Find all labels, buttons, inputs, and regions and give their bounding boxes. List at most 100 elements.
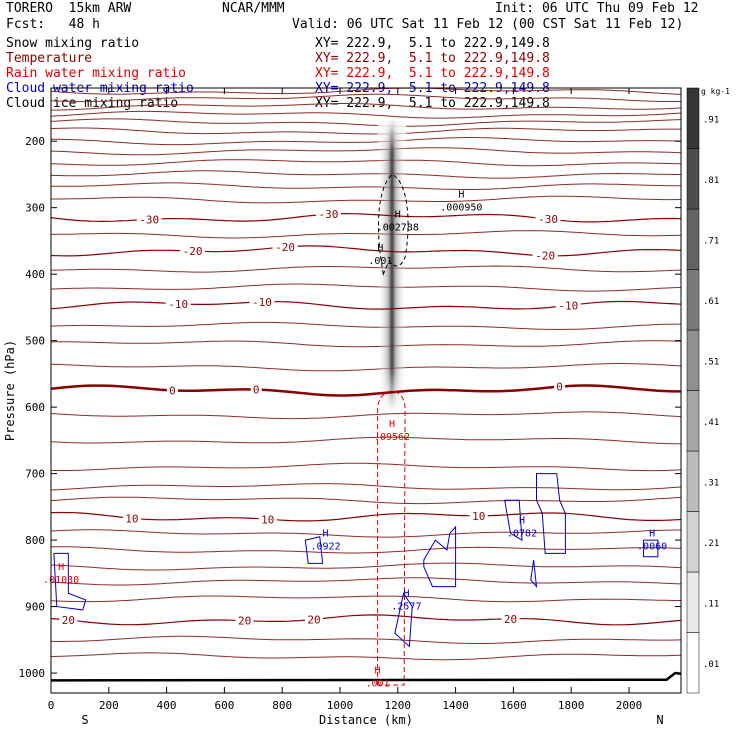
contour-label-bg <box>235 614 254 627</box>
x-tick-label: 800 <box>272 699 292 712</box>
colorbar-swatch <box>686 571 700 633</box>
contour-label-bg <box>166 384 178 397</box>
colorbar-swatch <box>686 269 700 331</box>
institution-label: NCAR/MMM <box>222 1 285 16</box>
rain-water-contour <box>377 390 406 686</box>
cloud-water-contour <box>504 499 523 541</box>
isotherm-line <box>51 283 681 292</box>
contour-label-bg <box>554 380 566 393</box>
contour-label-bg <box>249 295 275 308</box>
temperature-contour-label: 10 <box>261 513 274 526</box>
colorbar-label: .11 <box>703 599 719 609</box>
south-end-label: S <box>81 713 88 727</box>
maximum-marker: H <box>403 589 409 600</box>
isotherm-line <box>51 147 681 156</box>
contour-label-bg <box>501 612 520 625</box>
y-axis-title: Pressure (hPa) <box>3 340 17 441</box>
cloud-water-contour <box>423 525 457 588</box>
isotherm-line <box>51 411 681 420</box>
isotherm-line <box>51 462 681 472</box>
y-tick-label: 400 <box>25 268 45 281</box>
colorbar-swatch <box>686 208 700 270</box>
x-tick-label: 1200 <box>385 699 412 712</box>
contour-label-bg <box>535 213 561 226</box>
maximum-value-label: .001 <box>368 256 392 267</box>
isotherm-line <box>51 562 681 571</box>
x-tick-label: 1800 <box>558 699 585 712</box>
x-axis-title: Distance (km) <box>319 713 413 727</box>
temperature-contour-label: -20 <box>183 245 203 258</box>
y-tick-label: 300 <box>25 202 45 215</box>
legend-rain-water: Rain water mixing ratio <box>6 66 187 81</box>
maximum-value-label: .0922 <box>310 542 340 553</box>
colorbar-label: .21 <box>703 539 719 549</box>
contour-label-bg <box>59 614 78 627</box>
contour-label-bg <box>250 383 262 396</box>
contour-label-bg <box>136 213 162 226</box>
temperature-contour-label: -30 <box>139 213 159 226</box>
colorbar-label: .81 <box>703 176 719 186</box>
legend-temperature: Temperature <box>6 51 93 66</box>
temperature-contour-label: 10 <box>472 510 485 523</box>
isotherm-line <box>51 483 681 491</box>
north-end-label: N <box>656 713 663 727</box>
contour-label-bg <box>532 249 558 262</box>
legend-snow: Snow mixing ratio <box>6 36 140 51</box>
contour-label-bg <box>165 297 191 310</box>
isotherm-line <box>51 103 681 111</box>
maximum-marker: H <box>58 562 64 573</box>
colorbar-units: g kg-1 <box>701 87 730 96</box>
isotherm-line <box>51 88 681 95</box>
maximum-marker: H <box>323 529 329 540</box>
isotherm-line <box>51 529 681 538</box>
isotherm-line <box>51 230 681 239</box>
isotherm-line <box>51 159 681 167</box>
plot-frame <box>50 87 682 694</box>
temperature-contour-label: 20 <box>238 615 251 628</box>
maximum-value-label: .0060 <box>637 542 667 553</box>
isotherm-line <box>51 340 681 348</box>
maximum-marker: H <box>458 190 464 201</box>
colorbar-label: .51 <box>703 357 719 367</box>
isotherm-line <box>51 110 681 119</box>
contour-label-bg <box>180 245 206 258</box>
colorbar-swatch <box>686 329 700 391</box>
temperature-contour-label: -20 <box>275 241 295 254</box>
isotherm-line <box>51 195 681 204</box>
cloud-water-contour <box>394 591 413 648</box>
legend-rain-water-xy: XY= 222.9, 5.1 to 222.9,149.8 <box>315 66 550 81</box>
temperature-contour-label: -10 <box>558 299 578 312</box>
y-tick-label: 200 <box>25 135 45 148</box>
isotherm-line <box>51 546 681 554</box>
y-tick-label: 1000 <box>19 667 46 680</box>
temperature-contour-label: -30 <box>318 208 338 221</box>
y-tick-label: 700 <box>25 468 45 481</box>
temperature-contour <box>51 245 681 257</box>
temperature-contour-label: 10 <box>125 512 138 525</box>
maximum-marker: H <box>389 419 395 430</box>
isotherm-line <box>51 436 681 445</box>
contour-label-bg <box>304 613 323 626</box>
colorbar-label: .01 <box>703 660 719 670</box>
x-tick-label: 600 <box>214 699 234 712</box>
maximum-value-label: .000950 <box>440 203 482 214</box>
cloud-water-contour <box>642 539 659 558</box>
init-time: Init: 06 UTC Thu 09 Feb 12 <box>495 1 699 16</box>
valid-time: Valid: 06 UTC Sat 11 Feb 12 (00 CST Sat … <box>292 17 684 32</box>
isotherm-line <box>51 137 681 146</box>
colorbar-swatch <box>686 148 700 210</box>
y-tick-label: 800 <box>25 534 45 547</box>
colorbar-swatch <box>686 87 700 149</box>
temperature-contour <box>51 300 681 310</box>
maximum-value-label: .001 <box>366 679 390 690</box>
temperature-contour-label: -30 <box>538 213 558 226</box>
maximum-value-label: .0782 <box>507 528 537 539</box>
maximum-value-label: .2577 <box>391 602 421 613</box>
y-tick-label: 600 <box>25 401 45 414</box>
isotherm-line <box>51 595 681 603</box>
contour-label-bg <box>555 299 581 312</box>
isotherm-line <box>51 363 681 372</box>
maximum-value-label: .01030 <box>43 575 79 586</box>
y-tick-label: 500 <box>25 335 45 348</box>
colorbar-label: .31 <box>703 478 719 488</box>
